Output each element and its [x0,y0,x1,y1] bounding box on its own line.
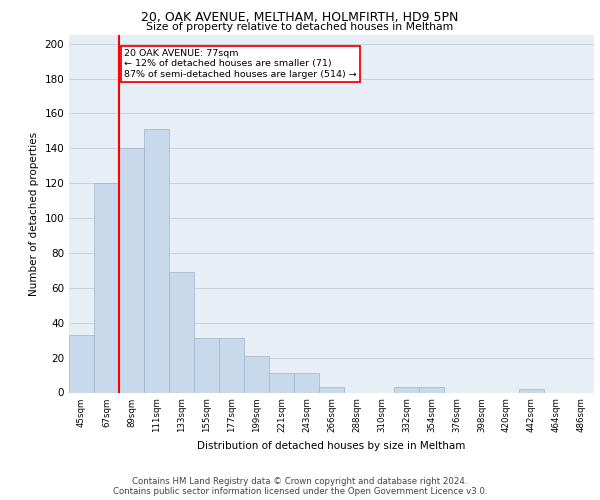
Bar [219,338,244,392]
X-axis label: Distribution of detached houses by size in Meltham: Distribution of detached houses by size … [197,440,466,450]
Bar [319,388,344,392]
Bar [194,338,219,392]
Bar [169,272,194,392]
Bar [119,148,144,392]
Bar [394,388,419,392]
Bar [419,388,444,392]
Bar [244,356,269,393]
Bar [294,374,319,392]
Text: 20 OAK AVENUE: 77sqm
← 12% of detached houses are smaller (71)
87% of semi-detac: 20 OAK AVENUE: 77sqm ← 12% of detached h… [124,49,357,79]
Bar [94,183,119,392]
Bar [269,374,294,392]
Text: Size of property relative to detached houses in Meltham: Size of property relative to detached ho… [146,22,454,32]
Bar [69,335,94,392]
Text: Contains HM Land Registry data © Crown copyright and database right 2024.
Contai: Contains HM Land Registry data © Crown c… [113,476,487,496]
Text: 20, OAK AVENUE, MELTHAM, HOLMFIRTH, HD9 5PN: 20, OAK AVENUE, MELTHAM, HOLMFIRTH, HD9 … [142,11,458,24]
Y-axis label: Number of detached properties: Number of detached properties [29,132,39,296]
Bar [519,389,544,392]
Bar [144,129,169,392]
